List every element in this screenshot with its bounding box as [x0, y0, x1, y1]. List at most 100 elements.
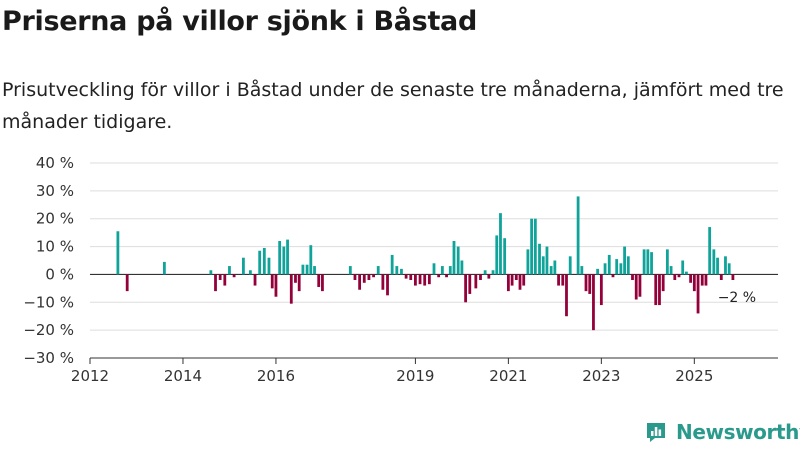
- bar: [596, 268, 600, 275]
- bar: [305, 264, 309, 275]
- bar: [565, 274, 568, 317]
- bar: [474, 274, 478, 289]
- bar: [468, 274, 472, 294]
- bar: [423, 274, 427, 286]
- bar: [576, 196, 580, 275]
- bar: [440, 266, 444, 275]
- bar: [286, 239, 289, 275]
- bar: [685, 271, 688, 275]
- bar: [580, 266, 584, 275]
- bar: [626, 256, 630, 275]
- bar: [487, 274, 491, 279]
- bar: [495, 235, 499, 275]
- bar: [125, 274, 129, 292]
- bar: [409, 274, 413, 280]
- bar: [673, 274, 677, 280]
- bar: [479, 274, 482, 280]
- y-tick-label: 40 %: [36, 154, 74, 172]
- bar: [317, 274, 321, 287]
- bar: [437, 274, 441, 278]
- bar: [301, 264, 305, 275]
- bar: [258, 250, 262, 275]
- bar: [362, 274, 366, 283]
- bar: [689, 274, 693, 283]
- bar: [353, 274, 357, 280]
- x-tick-label: 2016: [257, 367, 295, 385]
- bar: [270, 274, 274, 289]
- bar: [348, 266, 352, 275]
- bar: [381, 274, 385, 290]
- bar: [395, 266, 399, 275]
- newsworthy-wordmark: Newsworthy: [676, 420, 800, 444]
- chart-title: Priserna på villor sjönk i Båstad: [2, 6, 478, 37]
- bar: [116, 231, 120, 275]
- bar: [209, 270, 213, 275]
- bar: [634, 274, 638, 300]
- bar: [654, 274, 658, 306]
- bar: [712, 249, 716, 275]
- bar: [724, 256, 727, 275]
- bar: [503, 238, 507, 275]
- annotation: −2 %: [718, 290, 756, 306]
- bar: [533, 218, 537, 275]
- bar: [506, 274, 510, 292]
- bar: [661, 274, 665, 292]
- bar: [681, 260, 685, 275]
- newsworthy-logo[interactable]: Newsworthy: [644, 418, 800, 446]
- bar: [700, 274, 704, 286]
- bar: [619, 263, 623, 275]
- y-tick-label: 30 %: [36, 182, 74, 200]
- bar: [642, 249, 646, 275]
- bar: [313, 266, 316, 275]
- bar: [646, 249, 650, 275]
- bar: [665, 249, 669, 275]
- y-axis-tick-labels: 40 % 30 % 20 % 10 % 0 % −10 % −20 % −30 %: [23, 154, 74, 367]
- bar: [321, 274, 324, 292]
- bar: [603, 263, 607, 275]
- bar: [545, 246, 549, 275]
- bar: [253, 274, 257, 286]
- bar: [456, 246, 460, 275]
- bar: [719, 274, 723, 280]
- y-tick-label: 20 %: [36, 210, 74, 228]
- bar: [727, 263, 731, 275]
- bar: [248, 270, 252, 275]
- bar: [549, 266, 553, 275]
- bar: [223, 274, 227, 286]
- bar: [242, 257, 245, 275]
- bar: [400, 268, 403, 275]
- bar-chart: 40 %30 %20 %10 %0 %−10 %−20 %−30 % 2012 2…: [23, 154, 778, 385]
- bar: [376, 266, 380, 275]
- bar: [367, 274, 371, 280]
- bar: [404, 274, 408, 279]
- bar: [491, 270, 495, 275]
- bar: [297, 274, 301, 292]
- bar: [584, 274, 588, 292]
- bar: [708, 227, 712, 275]
- bar: [358, 274, 362, 290]
- x-tick-label: 2019: [396, 367, 434, 385]
- x-axis: 2012 2014 2016 2019 2021 2023 2025: [71, 357, 778, 385]
- bar: [631, 274, 634, 280]
- bar: [445, 274, 448, 278]
- bar: [510, 274, 514, 286]
- bar: [483, 270, 487, 275]
- bar: [262, 247, 266, 275]
- bar: [538, 243, 541, 275]
- bar: [530, 218, 534, 275]
- x-tick-label: 2023: [582, 367, 620, 385]
- bar: [274, 274, 278, 297]
- bar: [623, 246, 626, 275]
- bar: [692, 274, 696, 292]
- bar: [432, 263, 436, 275]
- bar: [214, 274, 217, 292]
- bar: [289, 274, 293, 304]
- bar: [568, 256, 572, 275]
- bar: [448, 266, 452, 275]
- y-tick-label: −10 %: [23, 293, 74, 311]
- latest-value-label: −2 %: [718, 290, 756, 306]
- bars: [116, 196, 735, 331]
- bar: [650, 252, 653, 275]
- bar: [232, 274, 236, 278]
- bar: [526, 249, 530, 275]
